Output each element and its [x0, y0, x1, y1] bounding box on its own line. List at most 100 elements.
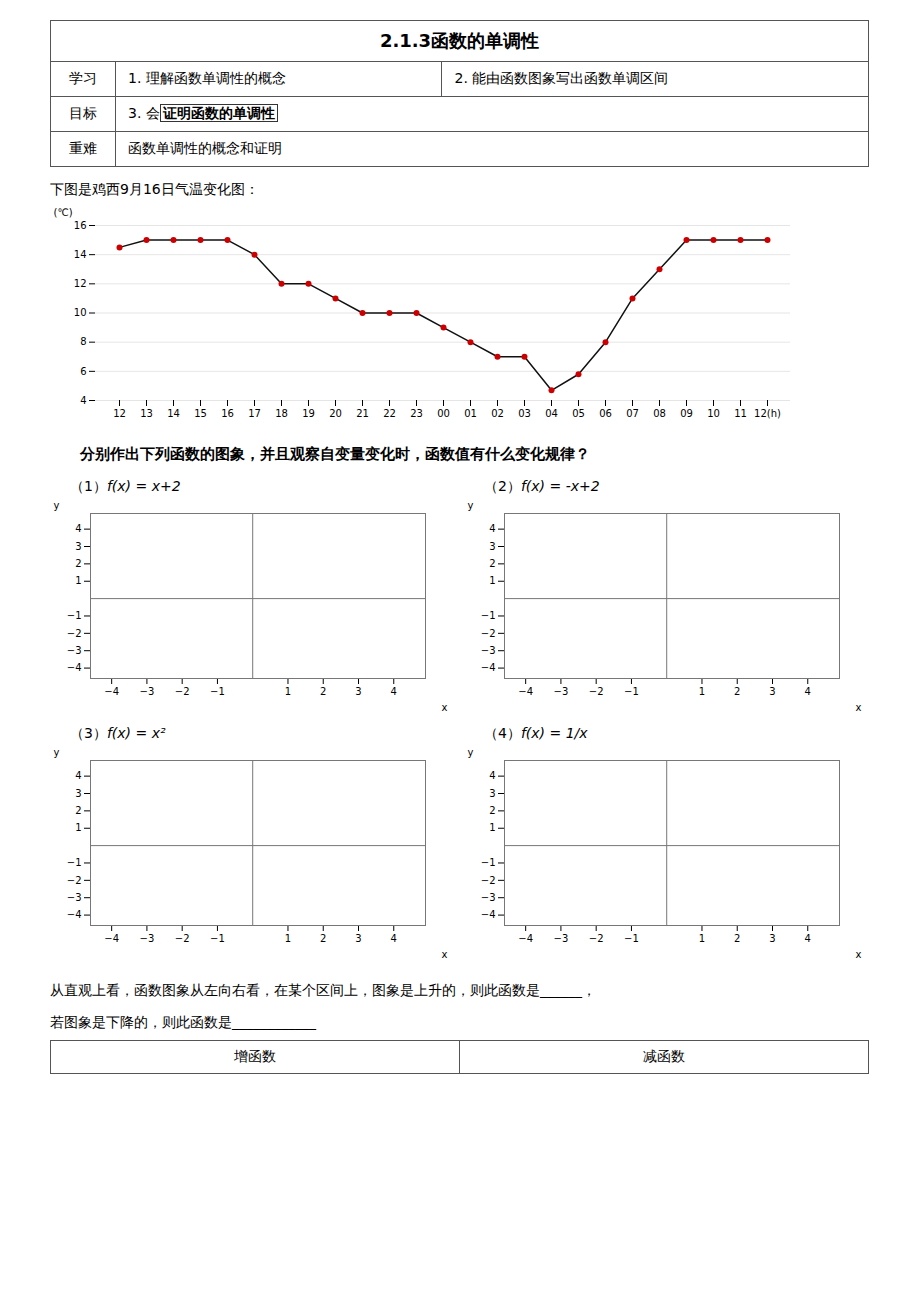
- svg-text:−4: −4: [67, 662, 82, 673]
- svg-text:−1: −1: [624, 933, 639, 944]
- svg-text:02: 02: [491, 408, 504, 419]
- svg-text:18: 18: [275, 408, 288, 419]
- svg-text:2: 2: [734, 933, 740, 944]
- svg-text:11: 11: [734, 408, 747, 419]
- svg-text:2: 2: [489, 558, 495, 569]
- svg-text:−4: −4: [518, 686, 533, 697]
- svg-text:10: 10: [707, 408, 720, 419]
- svg-text:2: 2: [489, 805, 495, 816]
- svg-text:15: 15: [194, 408, 207, 419]
- svg-text:y: y: [468, 747, 474, 758]
- svg-text:07: 07: [626, 408, 639, 419]
- svg-text:14: 14: [74, 249, 87, 260]
- svg-text:3: 3: [75, 541, 81, 552]
- svg-text:3: 3: [769, 933, 775, 944]
- svg-text:−3: −3: [67, 645, 82, 656]
- svg-text:10: 10: [74, 307, 87, 318]
- svg-text:3: 3: [355, 686, 361, 697]
- svg-text:2: 2: [320, 686, 326, 697]
- svg-text:2: 2: [734, 686, 740, 697]
- svg-text:x: x: [856, 702, 862, 713]
- svg-text:4: 4: [489, 770, 495, 781]
- svg-text:x: x: [856, 949, 862, 960]
- svg-text:−1: −1: [67, 610, 82, 621]
- svg-text:x: x: [442, 702, 448, 713]
- svg-text:1: 1: [285, 686, 291, 697]
- svg-text:−1: −1: [481, 857, 496, 868]
- svg-text:06: 06: [599, 408, 612, 419]
- svg-text:12: 12: [113, 408, 126, 419]
- svg-text:−4: −4: [104, 686, 119, 697]
- svg-text:−3: −3: [140, 686, 155, 697]
- svg-text:4: 4: [391, 686, 397, 697]
- svg-text:1: 1: [489, 575, 495, 586]
- svg-text:−3: −3: [481, 892, 496, 903]
- svg-text:1: 1: [699, 686, 705, 697]
- svg-text:−2: −2: [67, 875, 82, 886]
- svg-text:16: 16: [221, 408, 234, 419]
- svg-text:4: 4: [75, 523, 81, 534]
- svg-text:−1: −1: [210, 933, 225, 944]
- svg-text:01: 01: [464, 408, 477, 419]
- svg-text:y: y: [468, 500, 474, 511]
- svg-text:x: x: [442, 949, 448, 960]
- svg-text:4: 4: [391, 933, 397, 944]
- svg-text:2: 2: [320, 933, 326, 944]
- svg-text:1: 1: [75, 575, 81, 586]
- svg-text:12: 12: [74, 278, 87, 289]
- svg-text:y: y: [54, 500, 60, 511]
- svg-text:4: 4: [805, 686, 811, 697]
- svg-text:6: 6: [80, 366, 86, 377]
- svg-text:04: 04: [545, 408, 558, 419]
- svg-text:21: 21: [356, 408, 369, 419]
- svg-text:y: y: [54, 747, 60, 758]
- svg-text:−2: −2: [67, 628, 82, 639]
- svg-text:3: 3: [355, 933, 361, 944]
- svg-text:1: 1: [75, 822, 81, 833]
- svg-text:(℃): (℃): [54, 207, 73, 218]
- svg-text:3: 3: [769, 686, 775, 697]
- svg-text:−4: −4: [481, 662, 496, 673]
- svg-text:8: 8: [80, 336, 86, 347]
- svg-text:4: 4: [75, 770, 81, 781]
- svg-text:−1: −1: [210, 686, 225, 697]
- svg-text:−1: −1: [481, 610, 496, 621]
- svg-text:−2: −2: [481, 628, 496, 639]
- svg-text:−2: −2: [589, 686, 604, 697]
- svg-text:−1: −1: [624, 686, 639, 697]
- svg-text:−2: −2: [589, 933, 604, 944]
- svg-text:17: 17: [248, 408, 261, 419]
- svg-text:23: 23: [410, 408, 423, 419]
- svg-text:3: 3: [489, 541, 495, 552]
- svg-text:−3: −3: [481, 645, 496, 656]
- svg-text:−2: −2: [481, 875, 496, 886]
- svg-text:3: 3: [75, 788, 81, 799]
- svg-text:1: 1: [285, 933, 291, 944]
- svg-text:−4: −4: [518, 933, 533, 944]
- svg-text:19: 19: [302, 408, 315, 419]
- svg-text:4: 4: [80, 395, 86, 406]
- svg-text:−2: −2: [175, 933, 190, 944]
- svg-text:22: 22: [383, 408, 396, 419]
- svg-text:−4: −4: [481, 909, 496, 920]
- svg-text:−3: −3: [554, 686, 569, 697]
- svg-text:2: 2: [75, 558, 81, 569]
- svg-text:4: 4: [805, 933, 811, 944]
- svg-text:−4: −4: [67, 909, 82, 920]
- svg-text:3: 3: [489, 788, 495, 799]
- svg-text:4: 4: [489, 523, 495, 534]
- svg-text:−1: −1: [67, 857, 82, 868]
- svg-text:1: 1: [699, 933, 705, 944]
- svg-text:12(h): 12(h): [754, 408, 781, 419]
- svg-text:13: 13: [140, 408, 153, 419]
- svg-text:−4: −4: [104, 933, 119, 944]
- svg-text:1: 1: [489, 822, 495, 833]
- svg-text:20: 20: [329, 408, 342, 419]
- svg-text:00: 00: [437, 408, 450, 419]
- svg-text:2: 2: [75, 805, 81, 816]
- svg-text:−3: −3: [140, 933, 155, 944]
- svg-text:−3: −3: [67, 892, 82, 903]
- svg-text:09: 09: [680, 408, 693, 419]
- svg-text:08: 08: [653, 408, 666, 419]
- svg-text:−3: −3: [554, 933, 569, 944]
